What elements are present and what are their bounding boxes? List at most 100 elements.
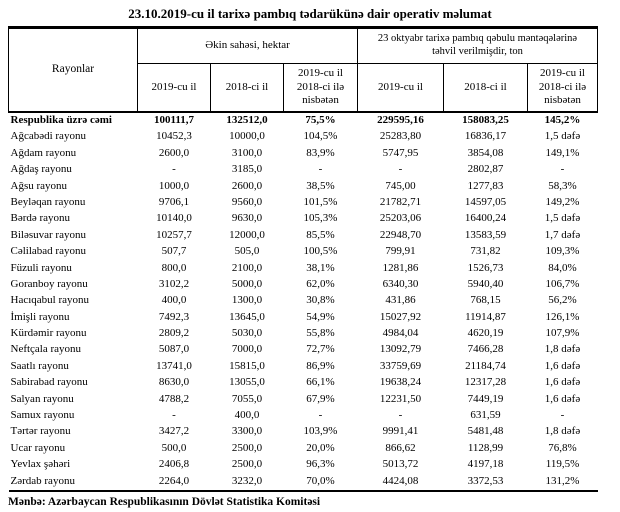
- region-name-cell: Respublika üzrə cəmi: [10, 114, 112, 127]
- table-row: Ucar rayonu 500,0 2500,0 20,0% 866,62 1128,99…: [9, 440, 598, 456]
- value-cell: 799,91: [385, 245, 416, 258]
- value-cell: 14597,05: [464, 195, 507, 208]
- region-name-cell: Beyləqan rayonu: [10, 195, 86, 208]
- table-row: Goranboy rayonu 3102,2 5000,0 62,0% 6340,30 5…: [9, 277, 598, 293]
- table-row: Hacıqabul rayonu 400,0 1300,0 30,8% 431,86 76…: [9, 293, 598, 309]
- value-cell: 500,0: [161, 441, 187, 454]
- region-name-cell: Sabirabad rayonu: [10, 376, 88, 389]
- value-cell: 800,0: [161, 261, 187, 274]
- value-cell: 3427,2: [158, 425, 190, 438]
- region-name-cell: Saatlı rayonu: [10, 359, 69, 372]
- region-name-cell: Biləsuvar rayonu: [10, 228, 86, 241]
- region-name-cell: Salyan rayonu: [10, 392, 74, 405]
- value-cell: 4620,19: [467, 327, 504, 340]
- value-cell: 38,1%: [306, 261, 335, 274]
- value-cell: 7055,0: [231, 392, 263, 405]
- value-cell: 1,5 dəfə: [544, 212, 581, 225]
- value-cell: 13645,0: [229, 310, 265, 323]
- value-cell: 7492,3: [158, 310, 190, 323]
- value-cell: 83,9%: [306, 146, 335, 159]
- value-cell: 15815,0: [229, 359, 265, 372]
- value-cell: 103,9%: [303, 425, 338, 438]
- value-cell: 107,9%: [545, 327, 580, 340]
- table-row: Kürdəmir rayonu 2809,2 5030,0 55,8% 4984,04 4…: [9, 326, 598, 342]
- value-cell: 70,0%: [283, 473, 358, 492]
- sub-header-row: 2019-cu il 2018-ci il 2019-cu il 2018-ci…: [9, 62, 599, 113]
- value-cell: 119,5%: [545, 458, 580, 471]
- value-cell: 9706,1: [158, 195, 190, 208]
- value-cell: 101,5%: [303, 195, 338, 208]
- region-name-cell: Kürdəmir rayonu: [10, 327, 87, 340]
- value-cell: 10452,3: [156, 130, 192, 143]
- value-cell: 100111,7: [153, 114, 195, 127]
- value-cell: 2500,0: [231, 441, 263, 454]
- region-name-cell: İmişli rayonu: [10, 310, 70, 323]
- value-cell: 58,3%: [548, 179, 577, 192]
- table-row: Tərtər rayonu 3427,2 3300,0 103,9% 9991,41 54…: [9, 424, 598, 440]
- region-name-cell: Neftçala rayonu: [10, 343, 82, 356]
- value-cell: 2600,0: [158, 146, 190, 159]
- region-name-cell: Cəlilabad rayonu: [10, 245, 86, 258]
- value-cell: 25283,80: [379, 130, 422, 143]
- value-cell: 12317,28: [464, 376, 507, 389]
- value-cell: 2600,0: [231, 179, 263, 192]
- table-row: Ağcabədi rayonu 10452,3 10000,0 104,5% 25283…: [9, 129, 598, 145]
- value-cell: 1,6 dəfə: [544, 359, 581, 372]
- value-cell: 5747,95: [382, 146, 419, 159]
- value-cell: 1,5 dəfə: [544, 130, 581, 143]
- cotton-procurement-table: Rayonlar Əkin sahəsi, hektar 23 oktyabr …: [8, 25, 599, 492]
- value-cell: 4984,04: [382, 327, 419, 340]
- value-cell: -: [172, 409, 176, 422]
- value-cell: 1,6 dəfə: [544, 392, 581, 405]
- value-cell: 731,82: [470, 245, 501, 258]
- value-cell: 9991,41: [382, 425, 419, 438]
- table-row: Beyləqan rayonu 9706,1 9560,0 101,5% 21782,7…: [9, 195, 598, 211]
- region-name-cell: Zərdab rayonu: [8, 473, 138, 492]
- value-cell: 1000,0: [158, 179, 190, 192]
- col-header-region: Rayonlar: [8, 25, 138, 113]
- value-cell: 33759,69: [379, 359, 422, 372]
- value-cell: 109,3%: [545, 245, 580, 258]
- value-cell: -: [172, 163, 176, 176]
- table-body: Respublika üzrə cəmi 100111,7 132512,0 75,5…: [8, 112, 598, 492]
- value-cell: 86,9%: [306, 359, 335, 372]
- value-cell: 21184,74: [465, 359, 506, 372]
- value-cell: 5087,0: [158, 343, 190, 356]
- value-cell: 5030,0: [231, 327, 263, 340]
- value-cell: 7449,19: [467, 392, 504, 405]
- value-cell: 3300,0: [231, 425, 263, 438]
- region-name-cell: Ağsu rayonu: [10, 179, 68, 192]
- table-row: Yevlax şəhəri 2406,8 2500,0 96,3% 5013,72 419…: [9, 457, 598, 473]
- value-cell: 5940,40: [467, 277, 504, 290]
- value-cell: 866,62: [385, 441, 416, 454]
- value-cell: 15027,92: [379, 310, 422, 323]
- value-cell: 1,6 dəfə: [544, 376, 581, 389]
- value-cell: 13583,59: [464, 228, 507, 241]
- value-cell: 1281,86: [382, 261, 419, 274]
- table-row: Biləsuvar rayonu 10257,7 12000,0 85,5% 22948…: [9, 227, 598, 243]
- value-cell: 3102,2: [158, 277, 190, 290]
- value-cell: 768,15: [470, 294, 501, 307]
- value-cell: 431,86: [385, 294, 416, 307]
- value-cell: 100,5%: [303, 245, 338, 258]
- col-header-delivered-ratio: 2019-cu il 2018-ci ilə nisbətən: [526, 62, 599, 113]
- value-cell: 4424,08: [357, 473, 444, 492]
- value-cell: 13055,0: [229, 376, 265, 389]
- value-cell: 229595,16: [377, 114, 424, 127]
- value-cell: 67,9%: [306, 392, 335, 405]
- value-cell: 3232,0: [210, 473, 284, 492]
- value-cell: 2406,8: [158, 458, 190, 471]
- value-cell: 158083,25: [462, 114, 509, 127]
- value-cell: 400,0: [161, 294, 187, 307]
- value-cell: 1300,0: [231, 294, 263, 307]
- table-row: Ağdaş rayonu - 3185,0 - - 2802,87 -: [9, 162, 598, 178]
- value-cell: 54,9%: [306, 310, 335, 323]
- value-cell: 72,7%: [306, 343, 335, 356]
- value-cell: 16400,24: [464, 212, 507, 225]
- region-name-cell: Ağdam rayonu: [10, 146, 77, 159]
- value-cell: 400,0: [234, 409, 260, 422]
- value-cell: 149,1%: [545, 146, 580, 159]
- page-title: 23.10.2019-cu il tarixə pambıq tədarükün…: [128, 6, 492, 21]
- value-cell: 4788,2: [158, 392, 190, 405]
